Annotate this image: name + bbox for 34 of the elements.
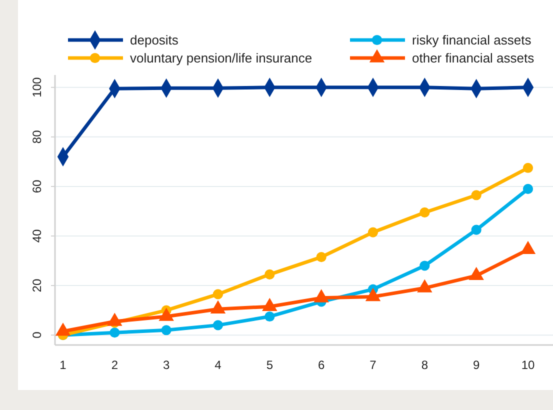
y-tick-label: 60 xyxy=(30,179,44,194)
legend-label: deposits xyxy=(130,32,179,48)
x-tick-label: 10 xyxy=(521,358,535,372)
point xyxy=(212,289,224,300)
y-tick-label: 80 xyxy=(30,130,44,144)
x-tick-label: 8 xyxy=(421,358,428,372)
point xyxy=(420,260,430,271)
point xyxy=(522,162,534,173)
point xyxy=(471,224,482,235)
x-tick-label: 5 xyxy=(266,358,274,372)
x-tick-label: 1 xyxy=(60,358,67,372)
x-tick-label: 6 xyxy=(318,358,325,372)
x-tick-label: 4 xyxy=(214,358,222,372)
x-tick-label: 7 xyxy=(370,358,377,372)
point xyxy=(471,190,482,200)
x-tick-label: 9 xyxy=(472,358,480,372)
x-tick-label: 3 xyxy=(162,358,170,372)
point xyxy=(161,325,172,336)
y-tick-label: 20 xyxy=(30,278,44,292)
point xyxy=(420,207,430,218)
point xyxy=(110,328,120,338)
point xyxy=(522,184,534,194)
y-tick-label: 100 xyxy=(30,77,44,98)
x-tick-label: 2 xyxy=(111,358,118,372)
point xyxy=(212,320,224,330)
point xyxy=(264,311,275,322)
point xyxy=(316,252,326,262)
legend-label: other financial assets xyxy=(412,50,535,66)
legend-label: voluntary pension/life insurance xyxy=(130,50,312,66)
point xyxy=(264,269,275,280)
y-tick-label: 40 xyxy=(30,229,44,243)
y-tick-label: 0 xyxy=(30,331,44,338)
point xyxy=(368,227,378,238)
legend-label: risky financial assets xyxy=(412,32,532,48)
